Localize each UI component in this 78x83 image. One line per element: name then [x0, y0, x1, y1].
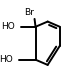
- Text: HO: HO: [0, 55, 13, 64]
- Text: Br: Br: [24, 8, 34, 17]
- Text: HO: HO: [1, 22, 15, 31]
